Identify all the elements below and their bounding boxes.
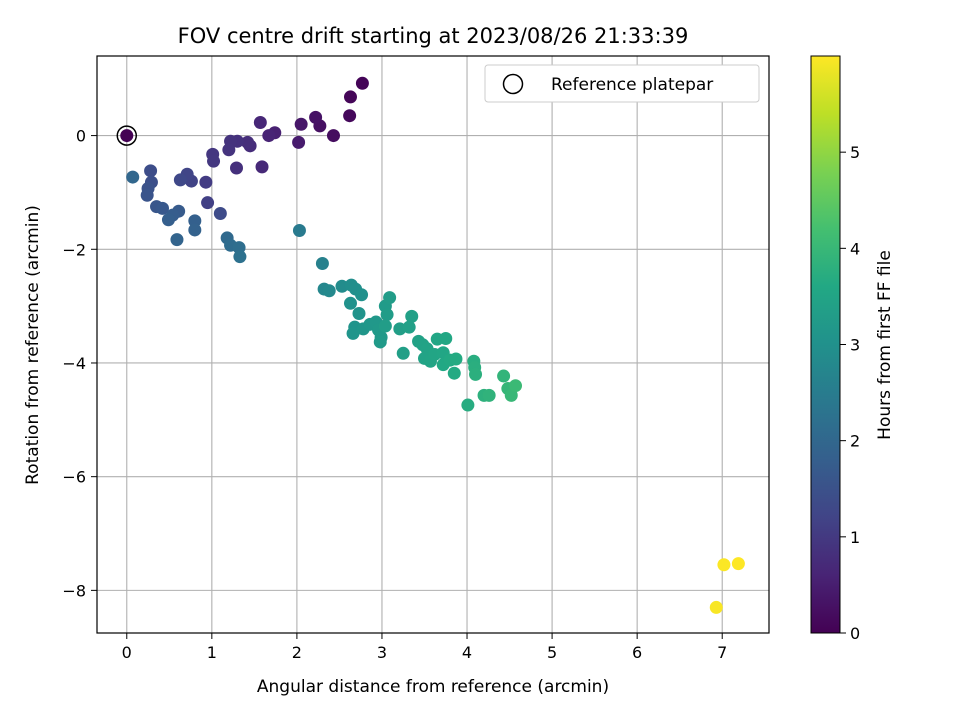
- colorbar-tick-label: 5: [850, 143, 860, 162]
- data-point-47: [322, 284, 336, 298]
- colorbar-ticks: 0 1 2 3 4 5: [840, 143, 860, 643]
- legend: Reference platepar: [484, 64, 760, 103]
- data-point-15: [230, 161, 244, 175]
- y-axis-ticks: 0 −2 −4 −6 −8: [62, 127, 97, 600]
- plot-frame: [96, 55, 770, 634]
- data-point-89: [497, 369, 511, 383]
- x-tick-label: 3: [377, 643, 387, 662]
- x-tick-label: 6: [632, 643, 642, 662]
- data-point-1: [355, 76, 369, 90]
- data-point-92: [509, 379, 523, 393]
- data-point-51: [355, 288, 369, 302]
- data-point-64: [383, 291, 397, 305]
- data-point-3: [343, 109, 357, 123]
- data-point-67: [396, 346, 410, 360]
- data-point-68: [402, 320, 416, 334]
- data-point-44: [292, 224, 306, 238]
- chart-title: FOV centre drift starting at 2023/08/26 …: [178, 24, 689, 48]
- x-tick-label: 4: [462, 643, 472, 662]
- data-point-8: [292, 135, 306, 149]
- data-point-63: [380, 308, 394, 322]
- x-tick-label: 2: [292, 643, 302, 662]
- y-tick-label: −2: [62, 240, 86, 259]
- data-point-25: [173, 173, 187, 187]
- x-tick-label: 0: [122, 643, 132, 662]
- data-point-7: [294, 117, 308, 131]
- data-point-38: [170, 233, 184, 247]
- data-point-2: [343, 90, 357, 104]
- data-point-21: [199, 175, 213, 189]
- data-point-83: [461, 398, 475, 412]
- data-point-22: [201, 196, 215, 210]
- y-tick-label: −6: [62, 468, 86, 487]
- data-point-26: [213, 206, 227, 220]
- legend-label: Reference platepar: [551, 75, 713, 95]
- x-tick-label: 1: [207, 643, 217, 662]
- data-point-43: [233, 250, 247, 264]
- data-point-53: [352, 307, 366, 321]
- data-point-55: [346, 326, 360, 340]
- data-point-10: [262, 129, 276, 143]
- y-tick-label: 0: [76, 127, 86, 146]
- colorbar-tick-label: 3: [850, 336, 860, 355]
- data-point-65: [378, 319, 392, 333]
- x-tick-label: 5: [547, 643, 557, 662]
- data-point-4: [326, 129, 340, 143]
- y-tick-label: −8: [62, 581, 86, 600]
- data-points: [116, 76, 745, 614]
- data-point-6: [309, 110, 323, 124]
- colorbar-label: Hours from first FF file: [875, 250, 895, 440]
- colorbar: [810, 55, 841, 634]
- x-axis-label: Angular distance from reference (arcmin): [257, 677, 609, 697]
- data-point-36: [188, 214, 202, 228]
- data-point-35: [161, 213, 175, 227]
- y-tick-label: −4: [62, 354, 86, 373]
- reference-platepar-marker: [116, 125, 138, 146]
- data-point-27: [144, 164, 158, 178]
- data-point-81: [447, 366, 461, 380]
- data-point-86: [469, 367, 483, 381]
- x-tick-label: 7: [717, 643, 727, 662]
- data-point-88: [482, 388, 496, 402]
- data-point-93: [709, 600, 723, 614]
- legend-marker: [502, 73, 524, 95]
- data-point-61: [373, 335, 387, 349]
- data-point-82: [449, 352, 463, 366]
- data-point-14: [241, 135, 255, 149]
- data-point-45: [315, 256, 329, 270]
- data-point-12: [255, 160, 269, 174]
- data-point-32: [155, 201, 169, 215]
- data-point-39: [126, 170, 140, 184]
- colorbar-tick-label: 4: [850, 239, 860, 258]
- data-point-94: [717, 558, 731, 572]
- x-axis-ticks: 0 1 2 3 4 5 6 7: [122, 633, 727, 662]
- data-point-69: [405, 309, 419, 323]
- data-point-37: [188, 223, 202, 237]
- colorbar-tick-label: 1: [850, 528, 860, 547]
- data-point-52: [343, 296, 357, 310]
- data-point-18: [222, 143, 236, 157]
- data-point-78: [439, 332, 453, 346]
- data-point-0: [120, 129, 134, 143]
- data-point-95: [731, 557, 745, 571]
- y-axis-label: Rotation from reference (arcmin): [23, 205, 43, 485]
- legend-box: [484, 64, 760, 103]
- colorbar-tick-label: 0: [850, 624, 860, 643]
- data-point-11: [253, 116, 267, 130]
- data-point-30: [140, 188, 154, 202]
- data-point-20: [207, 154, 221, 168]
- colorbar-tick-label: 2: [850, 432, 860, 451]
